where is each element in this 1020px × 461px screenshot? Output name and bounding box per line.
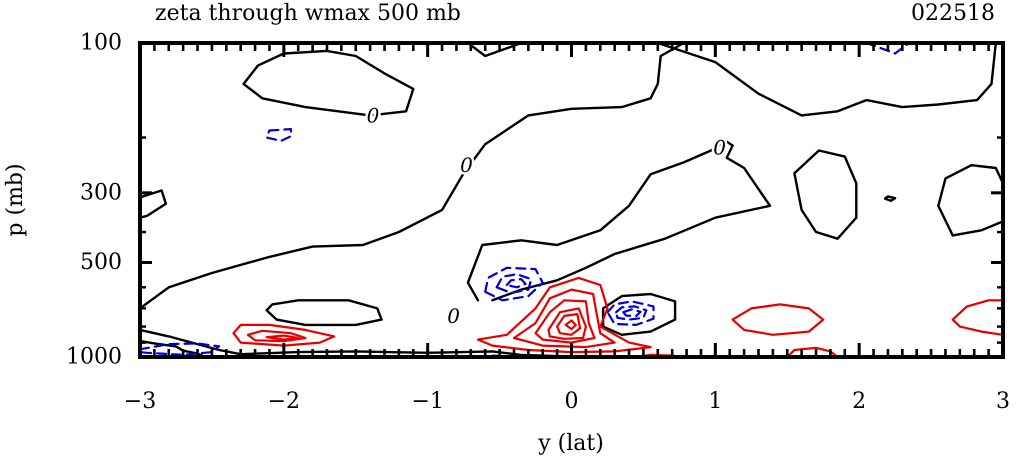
positive-contour-24 — [246, 329, 307, 343]
positive-contour-29 — [547, 307, 587, 340]
zero-label-0: 0 — [367, 103, 380, 127]
zero-contour-9 — [601, 292, 677, 336]
zero-label-3: 0 — [447, 304, 460, 328]
zero-contour-6 — [937, 164, 1005, 237]
y-tick-label-3: 1000 — [66, 345, 122, 370]
x-tick-label-4: 1 — [708, 389, 722, 414]
zero-contour-3 — [656, 41, 997, 117]
x-axis-label: y (lat) — [537, 431, 604, 456]
negative-contour-20 — [622, 308, 642, 317]
plot-frame — [138, 41, 1005, 359]
negative-contour-15 — [484, 266, 544, 302]
negative-contour-14 — [865, 41, 911, 55]
zero-label-1: 0 — [460, 153, 473, 177]
zero-contour-2 — [138, 41, 685, 310]
x-tick-label-5: 2 — [852, 389, 866, 414]
positive-contour-31 — [564, 319, 577, 331]
x-tick-labels: −3 −2 −1 0 1 2 3 — [124, 389, 1010, 414]
negative-contour-18 — [606, 300, 655, 326]
x-tick-label-1: −2 — [268, 389, 300, 414]
x-tick-label-0: −3 — [124, 389, 156, 414]
x-tick-label-3: 0 — [565, 389, 579, 414]
zero-contour-4 — [466, 139, 772, 302]
positive-contour-32 — [731, 303, 825, 336]
positive-contour-30 — [556, 313, 582, 336]
positive-contour-34 — [786, 346, 839, 359]
positive-contour-33 — [951, 299, 1005, 336]
zero-contour-5 — [793, 149, 858, 240]
zero-contour-0 — [242, 49, 415, 117]
negative-contour-13 — [265, 128, 293, 142]
zero-label-2: 0 — [713, 135, 726, 159]
chart-id-label: 022518 — [911, 1, 995, 26]
zero-contour-labels: 0 0 0 0 — [364, 101, 729, 331]
positive-contour-28 — [534, 299, 596, 344]
zero-contour-8 — [265, 299, 383, 327]
negative-contour-17 — [505, 278, 527, 289]
positive-contour-25 — [265, 334, 300, 341]
zero-contour-7 — [138, 189, 168, 219]
y-axis-label: p (mb) — [3, 163, 28, 236]
y-tick-label-0: 100 — [80, 31, 122, 56]
x-tick-label-6: 3 — [996, 389, 1010, 414]
zero-contour-11 — [883, 195, 897, 202]
negative-contour-21 — [138, 342, 221, 356]
y-tick-label-2: 500 — [80, 250, 122, 275]
y-tick-labels: 100 300 500 1000 — [66, 31, 122, 370]
chart-title: zeta through wmax 500 mb — [155, 1, 461, 26]
x-tick-label-2: −1 — [411, 389, 443, 414]
positive-contour-23 — [232, 323, 336, 347]
y-tick-label-1: 300 — [80, 180, 122, 205]
contour-lines — [138, 41, 1005, 359]
negative-contour-19 — [615, 305, 648, 321]
